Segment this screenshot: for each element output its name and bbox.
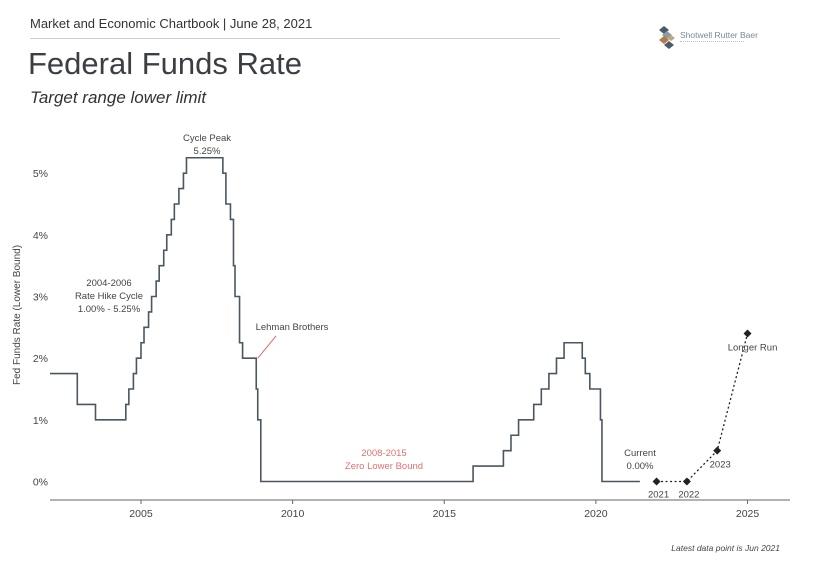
y-axis-title: Fed Funds Rate (Lower Bound) — [12, 245, 23, 385]
annotation-current: 0.00% — [627, 461, 654, 472]
annotation-hike-cycle: 2004-2006 — [86, 278, 131, 289]
annotation-cycle-peak: Cycle Peak — [183, 133, 231, 144]
header-divider — [30, 38, 560, 39]
x-tick-label: 2025 — [736, 508, 760, 520]
x-tick-label: 2020 — [584, 508, 608, 520]
lehman-pointer-line — [257, 335, 277, 359]
y-tick-label: 2% — [33, 353, 48, 365]
y-tick-label: 3% — [33, 292, 48, 304]
dot-plot-label: 2023 — [710, 460, 731, 471]
y-tick-label: 0% — [33, 477, 48, 489]
dot-plot-marker — [713, 446, 722, 455]
chart-title: Federal Funds Rate — [28, 46, 302, 81]
y-tick-label: 4% — [33, 230, 48, 242]
x-tick-label: 2015 — [433, 508, 457, 520]
chartbook-header: Market and Economic Chartbook | June 28,… — [30, 16, 313, 31]
dot-plot-marker — [682, 477, 691, 486]
dot-plot-dotted-line — [656, 333, 749, 483]
dot-plot-marker — [652, 477, 661, 486]
fed-funds-step-line — [50, 156, 640, 483]
dot-plot-label: Longer Run — [728, 343, 778, 354]
dot-plot-marker — [743, 329, 752, 338]
annotation-zlb: Zero Lower Bound — [345, 461, 423, 472]
diamond-stack-logo-icon — [659, 26, 675, 49]
x-tick-label: 2005 — [129, 508, 153, 520]
annotation-lehman: Lehman Brothers — [256, 322, 329, 333]
footnote: Latest data point is Jun 2021 — [671, 543, 780, 553]
annotation-zlb: 2008-2015 — [361, 448, 406, 459]
logo-name: Shotwell Rutter Baer — [680, 30, 758, 40]
annotation-cycle-peak: 5.25% — [194, 146, 221, 157]
annotation-current: Current — [624, 448, 656, 459]
annotation-hike-cycle: Rate Hike Cycle — [75, 291, 143, 302]
x-tick-label: 2010 — [281, 508, 305, 520]
y-tick-label: 1% — [33, 415, 48, 427]
dot-plot-label: 2021 — [648, 490, 669, 501]
dot-plot-label: 2022 — [678, 490, 699, 501]
company-logo: Shotwell Rutter Baer — [656, 24, 796, 54]
y-tick-label: 5% — [33, 168, 48, 180]
logo-tagline-decoration — [680, 41, 744, 43]
annotation-hike-cycle: 1.00% - 5.25% — [78, 304, 141, 315]
chart-subtitle: Target range lower limit — [30, 88, 207, 107]
